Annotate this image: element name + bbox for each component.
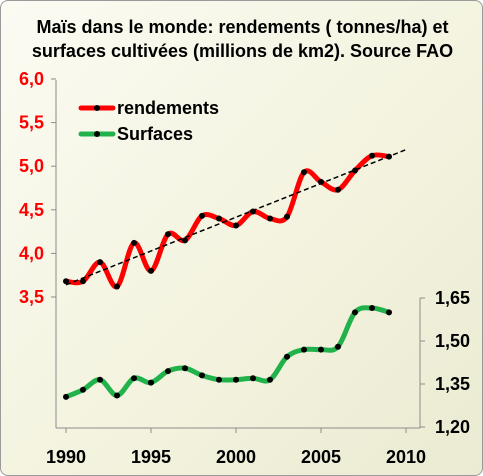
data-point-surfaces (97, 376, 103, 383)
data-point-rendements (284, 213, 290, 220)
right-tick-label: 1,65 (435, 288, 470, 308)
data-point-surfaces (369, 305, 375, 312)
data-point-surfaces (233, 376, 239, 383)
trendline (65, 148, 407, 286)
x-tick-label: 1995 (131, 447, 171, 467)
data-point-rendements (148, 267, 154, 274)
x-tick-label: 2005 (301, 447, 341, 467)
data-point-rendements (301, 169, 307, 176)
data-point-rendements (216, 215, 222, 222)
data-point-rendements (233, 222, 239, 229)
left-tick-label: 5,0 (19, 156, 44, 176)
data-point-surfaces (318, 346, 324, 353)
data-point-rendements (199, 212, 205, 219)
data-point-surfaces (335, 343, 341, 350)
left-tick-label: 5,5 (19, 113, 44, 133)
left-tick-label: 4,0 (19, 243, 44, 263)
data-point-rendements (335, 186, 341, 193)
left-tick-label: 3,5 (19, 287, 44, 307)
legend-marker-surfaces (94, 131, 100, 137)
x-tick-label: 1990 (46, 447, 86, 467)
data-point-rendements (80, 278, 86, 285)
chart-title-line1: Maïs dans le monde: rendements ( tonnes/… (36, 17, 449, 37)
data-point-surfaces (165, 368, 171, 375)
data-point-surfaces (386, 309, 392, 316)
data-point-rendements (267, 215, 273, 222)
data-point-rendements (165, 231, 171, 238)
right-tick-label: 1,20 (435, 417, 470, 437)
series-line-surfaces (63, 305, 392, 400)
x-tick-label: 2010 (386, 447, 426, 467)
data-point-rendements (97, 259, 103, 266)
data-point-surfaces (80, 386, 86, 393)
right-tick-label: 1,35 (435, 374, 470, 394)
data-point-surfaces (352, 309, 358, 316)
data-point-surfaces (199, 372, 205, 379)
legend: rendements Surfaces (78, 98, 219, 144)
data-point-rendements (182, 237, 188, 244)
chart-title-line2: surfaces cultivées (millions de km2). So… (31, 41, 454, 61)
data-point-rendements (369, 152, 375, 159)
data-point-surfaces (250, 375, 256, 382)
data-point-surfaces (216, 376, 222, 383)
data-point-surfaces (182, 365, 188, 372)
data-point-rendements (131, 239, 137, 246)
legend-marker-rendements (94, 105, 100, 111)
data-point-rendements (63, 278, 69, 285)
data-point-surfaces (63, 393, 69, 400)
axes (51, 78, 425, 433)
x-tick-label: 2000 (216, 447, 256, 467)
data-point-surfaces (267, 376, 273, 383)
data-point-surfaces (301, 346, 307, 353)
series-line-rendements (63, 152, 392, 290)
plot-area (63, 148, 407, 400)
data-point-surfaces (131, 375, 137, 382)
left-tick-label: 6,0 (19, 69, 44, 89)
left-tick-label: 4,5 (19, 200, 44, 220)
data-point-surfaces (148, 379, 154, 386)
legend-label-surfaces: Surfaces (117, 124, 193, 144)
data-point-surfaces (284, 353, 290, 360)
data-point-surfaces (114, 392, 120, 399)
data-point-rendements (114, 283, 120, 290)
legend-label-rendements: rendements (117, 98, 219, 118)
right-tick-label: 1,50 (435, 331, 470, 351)
tick-labels: 3,5 4,0 4,5 5,0 5,5 6,0 1,20 1,35 1,50 1,65 1990 19… (19, 69, 470, 467)
